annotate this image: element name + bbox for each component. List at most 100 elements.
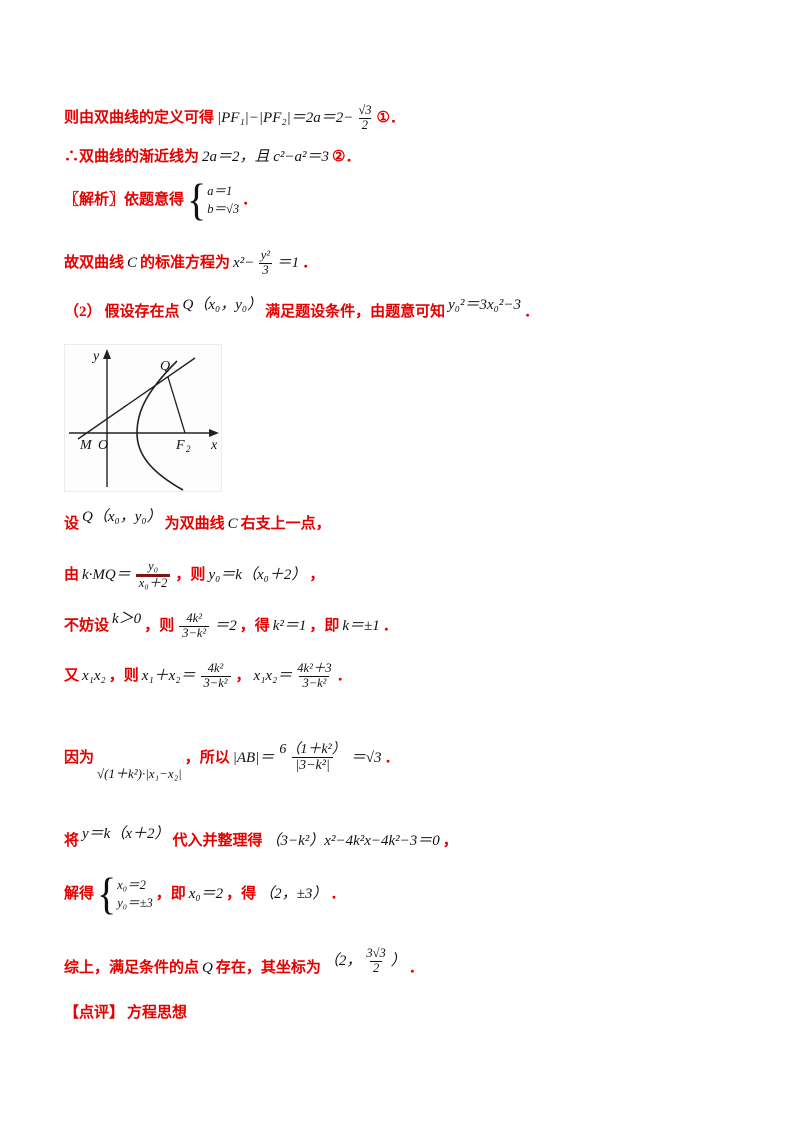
red-punct: ， bbox=[442, 833, 458, 849]
fraction-numerator: 4k²＋3 bbox=[297, 661, 332, 675]
red-text: 不妨设 bbox=[64, 617, 110, 634]
label-point-q: Q bbox=[160, 359, 170, 374]
hyperbola-branch bbox=[136, 360, 184, 491]
text-line-3: 〖解析〗依题意得 { a＝1 b＝√3 ． bbox=[64, 174, 257, 225]
hyperbola-figure: y Q M O F 2 x bbox=[64, 344, 222, 492]
red-text: ，则 bbox=[108, 667, 139, 684]
red-text: ，则 bbox=[144, 617, 175, 634]
red-text: 方程思想 bbox=[127, 1005, 188, 1021]
red-text: ，即 bbox=[155, 885, 186, 902]
red-text: ，得 bbox=[226, 885, 257, 902]
red-punct: ． bbox=[408, 959, 424, 976]
red-text: ，得 bbox=[239, 617, 270, 634]
red-text: 解得 bbox=[64, 885, 95, 902]
equation-system: { x₀＝2 y₀＝±3 bbox=[97, 872, 153, 916]
label-y-axis: y bbox=[91, 349, 100, 364]
label-x-axis: x bbox=[210, 438, 218, 453]
math-expression: Q（x₀，y₀） bbox=[182, 297, 263, 313]
red-text: 因为 bbox=[64, 749, 95, 766]
item-number: （2） bbox=[64, 304, 102, 320]
red-text: 设 bbox=[64, 516, 80, 532]
red-text: ，则 bbox=[175, 566, 206, 583]
text-line-8: 不妨设 k＞0 ，则 4k² 3−k² ＝2 ，得 k²＝1 ，即 k＝±1 ． bbox=[64, 610, 398, 641]
text-line-14: 【点评】 方程思想 bbox=[64, 1004, 187, 1023]
x-axis-arrow bbox=[209, 429, 219, 437]
fraction-denominator: x₀＋2 bbox=[135, 573, 171, 591]
fraction: 4k² 3−k² bbox=[179, 611, 210, 641]
red-punct: ． bbox=[524, 304, 540, 320]
fraction-numerator: 4k² bbox=[186, 611, 202, 625]
math-expression: y₀²＝3x₀²−3 bbox=[448, 297, 521, 313]
secant-line bbox=[77, 357, 196, 440]
math-expression: Q（x₀，y₀） bbox=[82, 509, 162, 525]
fraction-numerator: 6（1＋k²） bbox=[279, 742, 346, 757]
math-symbol: Q bbox=[202, 959, 213, 976]
math-expression: ＝√3 bbox=[350, 749, 382, 766]
text-line-2: ∴双曲线的渐近线为 2a＝2，且 c²−a²＝3 ②． bbox=[64, 148, 361, 167]
text-line-10: 因为 √(1＋k²)·|x₁−x₂| ，所以 |AB|＝ 6（1＋k²） |3−… bbox=[64, 742, 400, 781]
math-expression: 2a＝2，且 c²−a²＝3 bbox=[202, 149, 330, 165]
label-origin: O bbox=[98, 438, 108, 453]
fraction-numerator: √3 bbox=[358, 103, 372, 117]
equation-system: { a＝1 b＝√3 bbox=[187, 174, 239, 225]
math-expression: y₀＝k（x₀＋2） bbox=[208, 566, 307, 583]
red-punct: ， bbox=[235, 667, 251, 684]
text-line-4: 故双曲线 C 的标准方程为 x²− y² 3 ＝1 ． bbox=[64, 248, 318, 278]
fraction-denominator: 2 bbox=[358, 117, 372, 133]
red-text: 综上，满足条件的点 bbox=[64, 959, 200, 976]
red-text: 满足题设条件，由题意可知 bbox=[265, 304, 446, 320]
fraction-numerator: y₀ bbox=[148, 559, 159, 573]
math-expression: x₁x₂＝ bbox=[253, 667, 293, 684]
text-line-6: 设 Q（x₀，y₀） 为双曲线 C 右支上一点， bbox=[64, 509, 331, 534]
text-line-1: 则由双曲线的定义可得 |PF₁|−|PF₂|＝2a＝2− √3 2 ①． bbox=[64, 103, 405, 133]
red-text: 则由双曲线的定义可得 bbox=[64, 109, 215, 126]
red-punct: ． bbox=[330, 885, 346, 902]
text-line-11: 将 y＝k（x＋2） 代入并整理得 （3−k²）x²−4k²x−4k²−3＝0 … bbox=[64, 826, 458, 851]
red-punct: ． bbox=[384, 749, 400, 766]
label-point-m: M bbox=[79, 438, 93, 453]
math-expression: ） bbox=[390, 952, 406, 969]
text-line-5: （2） 假设存在点 Q（x₀，y₀） 满足题设条件，由题意可知 y₀²＝3x₀²… bbox=[64, 297, 540, 322]
red-text: ，所以 bbox=[184, 749, 230, 766]
red-punct: ． bbox=[382, 617, 398, 634]
text-line-9: 又 x₁x₂ ，则 x₁＋x₂＝ 4k² 3−k² ， x₁x₂＝ 4k²＋3 … bbox=[64, 661, 352, 691]
text-line-12: 解得 { x₀＝2 y₀＝±3 ，即 x₀＝2 ，得 （2，±3） ． bbox=[64, 872, 346, 916]
red-text: 将 bbox=[64, 833, 80, 849]
fraction: 6（1＋k²） |3−k²| bbox=[279, 742, 345, 774]
red-text: 又 bbox=[64, 667, 80, 684]
math-expression: k＞0 bbox=[112, 610, 142, 627]
label-focus-f2: F bbox=[175, 438, 185, 453]
fraction-denominator: 2 bbox=[369, 960, 383, 976]
fraction-denominator: 3 bbox=[259, 262, 272, 278]
math-expression: （2，±3） bbox=[259, 885, 328, 902]
math-expression: |AB|＝ bbox=[232, 749, 275, 766]
segment-q-f2 bbox=[167, 376, 186, 434]
equation-tag: ②． bbox=[332, 149, 361, 165]
math-expression: ＝1 bbox=[276, 254, 300, 271]
system-rows: a＝1 b＝√3 bbox=[207, 182, 239, 218]
math-expression: x₁x₂ bbox=[82, 667, 106, 684]
red-punct: ． bbox=[336, 667, 352, 684]
hyperbola-diagram: y Q M O F 2 x bbox=[69, 349, 219, 491]
system-row: a＝1 bbox=[207, 184, 233, 198]
red-punct: ． bbox=[302, 254, 318, 271]
math-symbol: C bbox=[127, 254, 138, 271]
fraction: y² 3 bbox=[259, 248, 272, 278]
fraction: 4k²＋3 3−k² bbox=[297, 661, 332, 691]
fraction-denominator: 3−k² bbox=[200, 675, 231, 691]
math-expression: √(1＋k²)·|x₁−x₂| bbox=[97, 765, 182, 781]
math-expression: k²＝1 bbox=[272, 617, 307, 634]
system-row: y₀＝±3 bbox=[117, 896, 153, 911]
fraction-numerator: 4k² bbox=[207, 661, 224, 675]
red-text: 故双曲线 bbox=[64, 254, 125, 271]
math-expression: |PF₁|−|PF₂|＝2a＝2− bbox=[217, 109, 354, 126]
equation-tag: ①． bbox=[376, 109, 405, 126]
math-expression: k＝±1 bbox=[342, 617, 380, 634]
math-expression: k·MQ＝ bbox=[82, 566, 131, 583]
math-expression: y＝k（x＋2） bbox=[82, 826, 170, 842]
brace-glyph: { bbox=[187, 174, 207, 225]
fraction-numerator: 3√3 bbox=[366, 946, 386, 960]
red-text: 由 bbox=[64, 566, 80, 583]
fraction-denominator: |3−k²| bbox=[292, 757, 333, 773]
